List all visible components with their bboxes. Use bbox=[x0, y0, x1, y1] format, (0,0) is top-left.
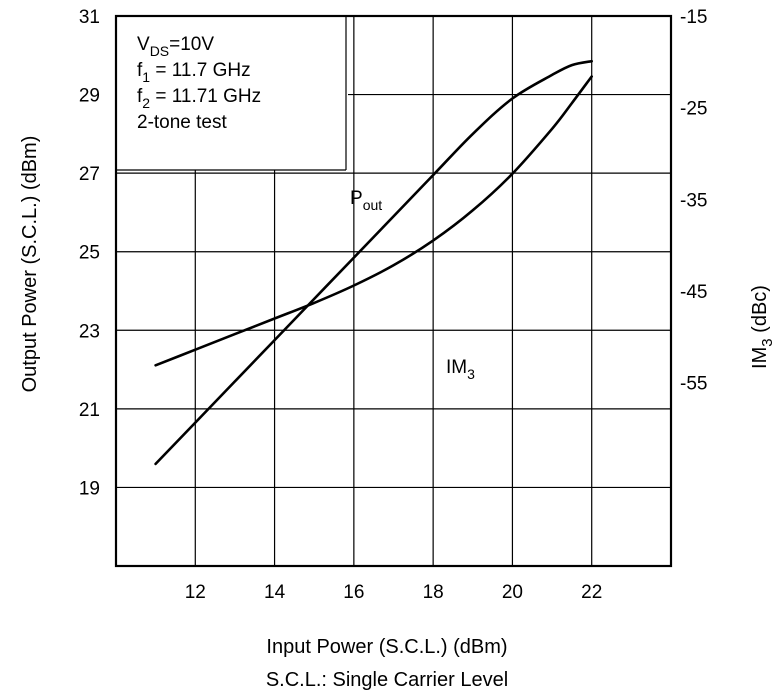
y-left-tick-label: 21 bbox=[79, 400, 100, 421]
series-layer bbox=[154, 59, 593, 466]
x-tick-label: 20 bbox=[502, 582, 523, 603]
y-axis-left-label: Output Power (S.C.L.) (dBm) bbox=[19, 136, 41, 393]
x-tick-label: 16 bbox=[343, 582, 364, 603]
series-line-pout bbox=[154, 59, 593, 466]
condition-main: 2-tone test bbox=[137, 112, 227, 133]
y-left-tick-label: 27 bbox=[79, 164, 100, 185]
series-label-im3-main: IM bbox=[446, 357, 467, 378]
condition-main: f bbox=[137, 60, 143, 81]
condition-sub: DS bbox=[150, 43, 169, 59]
y-right-tick-label: -25 bbox=[680, 99, 707, 120]
y-axis-right-label: IM3 (dBc) bbox=[749, 285, 776, 369]
x-tick-label: 22 bbox=[581, 582, 602, 603]
plot-frame bbox=[114, 14, 673, 568]
condition-rest: =10V bbox=[169, 34, 214, 55]
condition-line: VDS=10V bbox=[137, 34, 214, 59]
x-tick-label: 18 bbox=[423, 582, 444, 603]
x-tick-label: 14 bbox=[264, 582, 286, 603]
condition-rest: = 11.71 GHz bbox=[150, 86, 261, 107]
series-label-pout-sub: out bbox=[363, 197, 383, 213]
y-right-tick-label: -15 bbox=[680, 7, 707, 28]
y-left-tick-label: 29 bbox=[79, 86, 100, 107]
y-right-tick-label: -35 bbox=[680, 190, 707, 211]
condition-sub: 1 bbox=[142, 69, 150, 85]
condition-line: f2 = 11.71 GHz bbox=[137, 86, 261, 111]
y-left-tick-label: 25 bbox=[79, 243, 100, 264]
y-left-tick-label: 23 bbox=[79, 321, 100, 342]
x-axis-note: S.C.L.: Single Carrier Level bbox=[266, 669, 508, 691]
condition-main: V bbox=[137, 34, 150, 55]
series-label-im3: IM3 bbox=[446, 357, 475, 382]
condition-line: 2-tone test bbox=[137, 112, 227, 133]
series-label-pout-main: P bbox=[350, 188, 363, 209]
y-left-tick-label: 31 bbox=[79, 7, 100, 28]
y-axis-right-label-sub: 3 bbox=[759, 338, 776, 346]
conditions-box bbox=[116, 16, 348, 170]
y-axis-right-label-rest: (dBc) bbox=[749, 285, 771, 338]
series-label-im3-sub: 3 bbox=[467, 366, 475, 382]
y-right-tick-label: -45 bbox=[680, 282, 707, 303]
x-axis-label: Input Power (S.C.L.) (dBm) bbox=[266, 636, 507, 658]
y-left-tick-label: 19 bbox=[79, 478, 100, 499]
condition-rest: = 11.7 GHz bbox=[150, 60, 251, 81]
y-right-tick-label: -55 bbox=[680, 374, 707, 395]
series-label-pout: Pout bbox=[350, 188, 382, 213]
series-line-im3 bbox=[154, 75, 593, 367]
condition-sub: 2 bbox=[142, 95, 150, 111]
y-axis-right-label-main: IM bbox=[749, 347, 771, 369]
condition-main: f bbox=[137, 86, 143, 107]
condition-line: f1 = 11.7 GHz bbox=[137, 60, 251, 85]
x-tick-label: 12 bbox=[185, 582, 206, 603]
